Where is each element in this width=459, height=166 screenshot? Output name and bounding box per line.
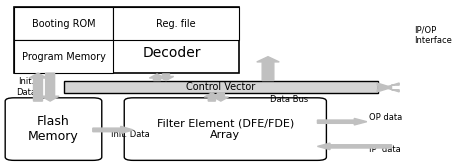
Text: Filter Element (DFE/FDE)
Array: Filter Element (DFE/FDE) Array — [157, 118, 293, 140]
FancyArrow shape — [29, 73, 47, 101]
Text: Booting ROM: Booting ROM — [32, 19, 95, 29]
FancyArrow shape — [204, 93, 219, 101]
FancyArrow shape — [213, 93, 228, 101]
FancyArrow shape — [93, 126, 133, 133]
FancyArrow shape — [149, 74, 164, 81]
FancyArrow shape — [317, 118, 366, 125]
Text: Control Vector: Control Vector — [186, 82, 255, 92]
Text: Init.
Data: Init. Data — [16, 77, 36, 97]
Text: OP data: OP data — [368, 113, 402, 122]
FancyBboxPatch shape — [5, 98, 101, 160]
Text: IP/OP
Interface: IP/OP Interface — [413, 26, 451, 45]
FancyArrow shape — [256, 57, 279, 81]
FancyArrow shape — [384, 83, 398, 92]
FancyArrow shape — [317, 143, 391, 150]
FancyBboxPatch shape — [63, 81, 377, 93]
FancyBboxPatch shape — [14, 40, 113, 73]
Text: Init. Data: Init. Data — [111, 130, 149, 139]
FancyArrow shape — [41, 73, 59, 101]
Text: Flash
Memory: Flash Memory — [28, 115, 78, 143]
Text: Reg. file: Reg. file — [156, 19, 195, 29]
Text: Decoder: Decoder — [142, 46, 200, 60]
FancyBboxPatch shape — [113, 7, 238, 40]
FancyBboxPatch shape — [14, 7, 238, 73]
FancyArrow shape — [376, 83, 391, 92]
FancyArrow shape — [158, 74, 174, 81]
Text: Program Memory: Program Memory — [22, 52, 105, 62]
Text: Data Bus: Data Bus — [269, 95, 308, 104]
Text: IP  data: IP data — [368, 145, 400, 154]
FancyBboxPatch shape — [124, 98, 326, 160]
FancyBboxPatch shape — [14, 7, 113, 40]
